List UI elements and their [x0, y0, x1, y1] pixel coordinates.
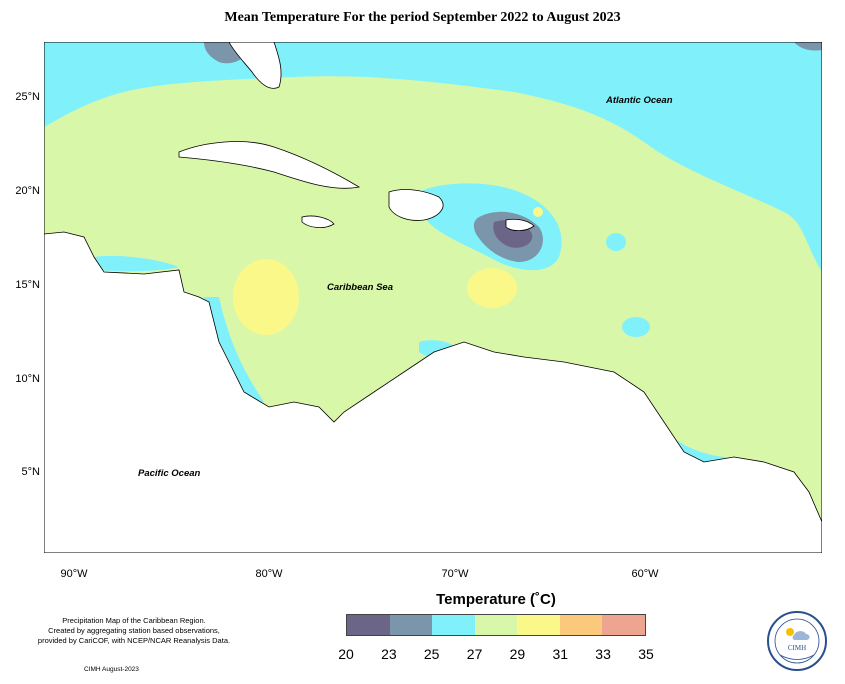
temperature-map: Atlantic Ocean Caribbean Sea Pacific Oce…	[44, 42, 822, 553]
legend-label: 29	[509, 646, 526, 662]
sun-icon	[786, 628, 794, 636]
legend-color-bar	[346, 614, 646, 636]
legend-swatch	[347, 615, 390, 635]
map-title: Mean Temperature For the period Septembe…	[224, 10, 621, 25]
label-caribbean-sea: Caribbean Sea	[327, 282, 393, 293]
land-central-america	[44, 231, 822, 553]
legend-label: 31	[552, 646, 569, 662]
logo-text: CIMH	[788, 644, 806, 652]
legend-title: Temperature (˚C)	[436, 591, 556, 608]
land-puerto-rico	[505, 218, 535, 232]
credits-line-1: Precipitation Map of the Caribbean Regio…	[62, 616, 206, 625]
legend-label: 35	[638, 646, 654, 662]
legend-labels: 20 23 25 27 29 31 33 35	[326, 646, 666, 664]
contour-25-27-yucatan	[94, 255, 179, 272]
x-tick-70w: 70°W	[441, 568, 469, 580]
y-tick-20n: 20°N	[15, 185, 40, 197]
legend-label: 20	[338, 646, 354, 662]
legend-swatch	[389, 615, 433, 635]
legend-swatch	[432, 615, 475, 635]
credits-line-2: Created by aggregating station based obs…	[48, 626, 220, 635]
x-tick-90w: 90°W	[60, 568, 88, 580]
contour-25-27-lesser-antilles-s	[622, 317, 650, 337]
credits-line-3: provided by CariCOF, with NCEP/NCAR Rean…	[37, 636, 231, 645]
contour-29-31-west	[233, 259, 299, 335]
label-atlantic-ocean: Atlantic Ocean	[605, 95, 673, 106]
contour-25-27-north	[44, 42, 822, 272]
cloud-icon	[792, 631, 810, 640]
legend-label: 27	[466, 646, 483, 662]
contour-25-27-lesser-antilles-n	[606, 233, 626, 251]
land-florida	[228, 42, 282, 89]
land-jamaica	[301, 215, 335, 228]
x-tick-60w: 60°W	[631, 568, 659, 580]
legend-swatch	[602, 615, 646, 635]
contour-29-31-small	[533, 207, 543, 217]
legend-swatch	[474, 615, 518, 635]
contour-23-25-nw	[794, 42, 822, 51]
credits-date: CIMH August-2023	[84, 666, 139, 673]
y-tick-25n: 25°N	[15, 91, 40, 103]
land-cuba	[178, 141, 361, 189]
y-tick-10n: 10°N	[15, 373, 40, 385]
legend-swatch	[517, 615, 560, 635]
contour-25-27-central-america	[204, 297, 264, 402]
label-pacific-ocean: Pacific Ocean	[138, 468, 201, 479]
x-tick-80w: 80°W	[255, 568, 283, 580]
land-hispaniola	[388, 189, 444, 221]
y-tick-5n: 5°N	[21, 466, 40, 478]
legend-label: 33	[595, 646, 611, 662]
cimh-logo: CIMH	[767, 611, 827, 671]
contour-29-31-center	[467, 268, 517, 308]
legend-label: 25	[423, 646, 440, 662]
legend-label: 23	[381, 646, 397, 662]
legend-swatch	[559, 615, 603, 635]
y-tick-15n: 15°N	[15, 279, 40, 291]
credits-text: Precipitation Map of the Caribbean Regio…	[14, 616, 254, 646]
